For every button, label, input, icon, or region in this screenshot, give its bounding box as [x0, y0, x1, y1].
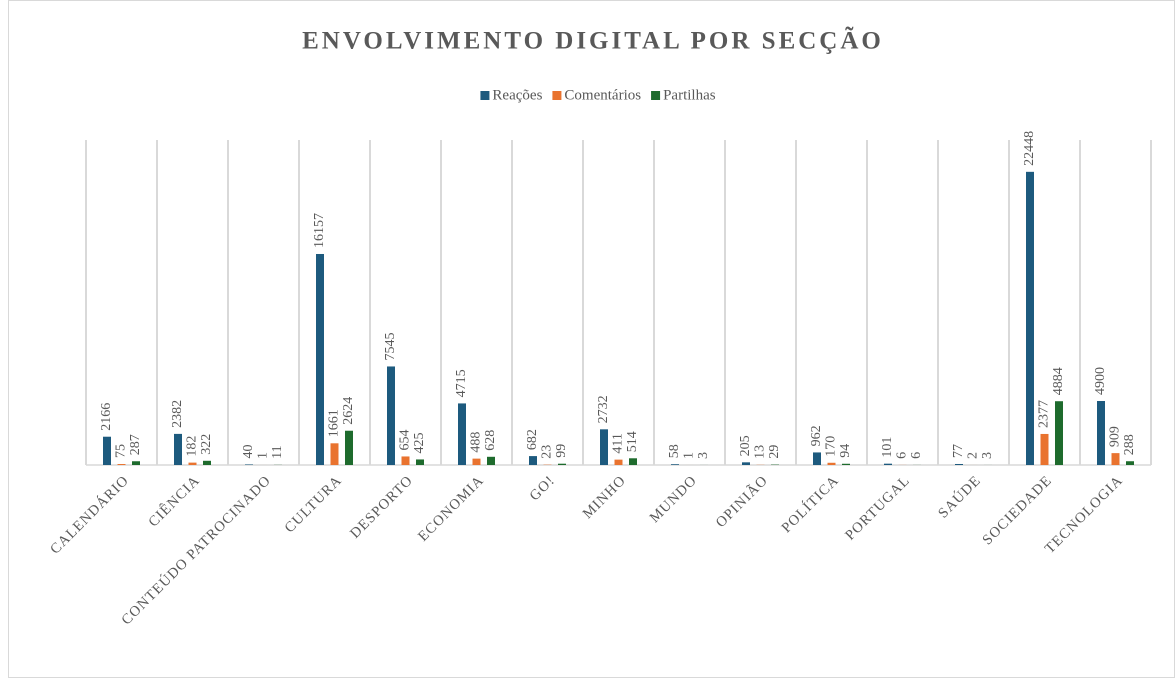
value-label: 514 — [625, 431, 640, 452]
legend-label: Partilhas — [663, 87, 716, 103]
value-label: 6 — [909, 452, 924, 459]
value-label: 1661 — [327, 409, 342, 437]
value-label: 1 — [256, 452, 271, 459]
value-label: 2382 — [170, 400, 185, 428]
value-label: 2 — [966, 452, 981, 459]
value-label: 13 — [753, 445, 768, 459]
bar — [188, 462, 197, 465]
value-label: 7545 — [383, 332, 398, 360]
value-label: 22448 — [1022, 131, 1037, 166]
bar — [387, 366, 395, 465]
bar — [174, 433, 182, 465]
legend-label: Comentários — [564, 87, 641, 103]
value-label: 3 — [980, 452, 995, 459]
value-label: 654 — [398, 429, 413, 450]
legend-label: Reações — [492, 87, 542, 103]
value-label: 6 — [895, 452, 910, 459]
chart-title: ENVOLVIMENTO DIGITAL POR SECÇÃO — [302, 27, 884, 55]
value-label: 77 — [951, 444, 966, 458]
bar — [529, 456, 537, 465]
bar — [472, 458, 481, 465]
value-label: 425 — [412, 432, 427, 453]
value-label: 909 — [1108, 426, 1123, 447]
bar — [245, 464, 253, 465]
bar — [955, 463, 963, 465]
bar — [458, 403, 466, 465]
bar — [1111, 453, 1120, 465]
bar — [487, 456, 495, 465]
value-label: 23 — [540, 445, 555, 459]
value-label: 58 — [667, 444, 682, 458]
bar — [600, 429, 608, 465]
bar — [203, 460, 211, 465]
value-label: 288 — [1122, 434, 1137, 455]
value-label: 411 — [611, 433, 626, 453]
bar — [629, 458, 637, 465]
bar — [416, 459, 424, 465]
value-label: 94 — [838, 444, 853, 458]
bar — [345, 430, 353, 465]
value-label: 101 — [880, 437, 895, 458]
value-label: 75 — [114, 444, 129, 458]
value-label: 2624 — [341, 397, 356, 425]
value-label: 170 — [824, 436, 839, 457]
bar — [1097, 401, 1105, 465]
value-label: 2377 — [1037, 400, 1052, 428]
bar — [132, 461, 140, 465]
value-label: 29 — [767, 445, 782, 459]
value-label: 182 — [185, 436, 200, 457]
bar — [1026, 171, 1034, 466]
value-label: 2732 — [596, 395, 611, 423]
bar — [558, 463, 566, 465]
legend-swatch — [480, 91, 490, 100]
bar — [330, 443, 339, 465]
bar — [103, 436, 111, 465]
bar — [742, 462, 750, 465]
bar — [813, 452, 821, 465]
bar — [884, 463, 892, 465]
value-label: 40 — [241, 444, 256, 458]
value-label: 628 — [483, 430, 498, 451]
value-label: 488 — [469, 432, 484, 453]
value-label: 99 — [554, 444, 569, 458]
value-label: 1 — [682, 452, 697, 459]
value-label: 287 — [128, 434, 143, 455]
bar — [614, 459, 623, 465]
value-label: 682 — [525, 429, 540, 450]
bar — [1126, 461, 1134, 465]
bar — [842, 463, 850, 465]
value-label: 3 — [696, 452, 711, 459]
bar — [316, 253, 324, 465]
legend: Reações Comentários Partilhas — [480, 87, 716, 103]
legend-swatch — [651, 91, 661, 100]
value-label: 4715 — [454, 369, 469, 397]
value-label: 4884 — [1051, 367, 1066, 395]
value-label: 322 — [199, 434, 214, 455]
value-label: 16157 — [312, 213, 327, 248]
value-label: 205 — [738, 435, 753, 456]
bar — [671, 464, 679, 465]
value-label: 962 — [809, 425, 824, 446]
value-label: 4900 — [1093, 367, 1108, 395]
bar — [117, 464, 126, 465]
value-label: 11 — [270, 445, 285, 458]
bar — [1055, 401, 1063, 465]
legend-swatch — [552, 91, 562, 100]
bar — [401, 456, 410, 465]
value-label: 2166 — [99, 403, 114, 431]
bar — [1040, 433, 1049, 465]
chart-frame — [8, 0, 1175, 678]
bar — [827, 462, 836, 465]
